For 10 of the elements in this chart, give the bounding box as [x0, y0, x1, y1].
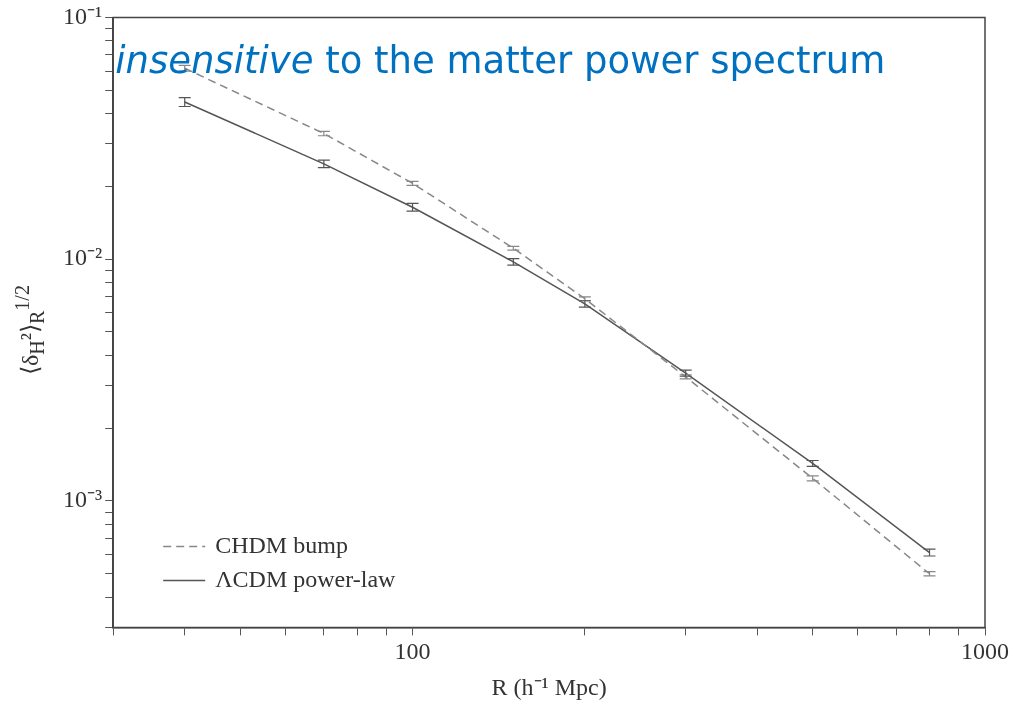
y-tick-label: 10⁻³: [62, 486, 103, 513]
y-tick-label: 10⁻²: [62, 244, 103, 271]
legend-label: CHDM bump: [215, 531, 348, 558]
legend-label: ΛCDM power-law: [215, 565, 397, 592]
x-tick-label: 100: [394, 638, 431, 665]
y-tick-label: 10⁻¹: [62, 2, 103, 29]
annotation: insensitive: [115, 39, 314, 83]
annotation: to the matter power spectrum: [325, 39, 886, 83]
x-tick-label: 1000: [961, 638, 1009, 665]
x-axis-title: R (h⁻¹ Mpc): [491, 673, 607, 700]
